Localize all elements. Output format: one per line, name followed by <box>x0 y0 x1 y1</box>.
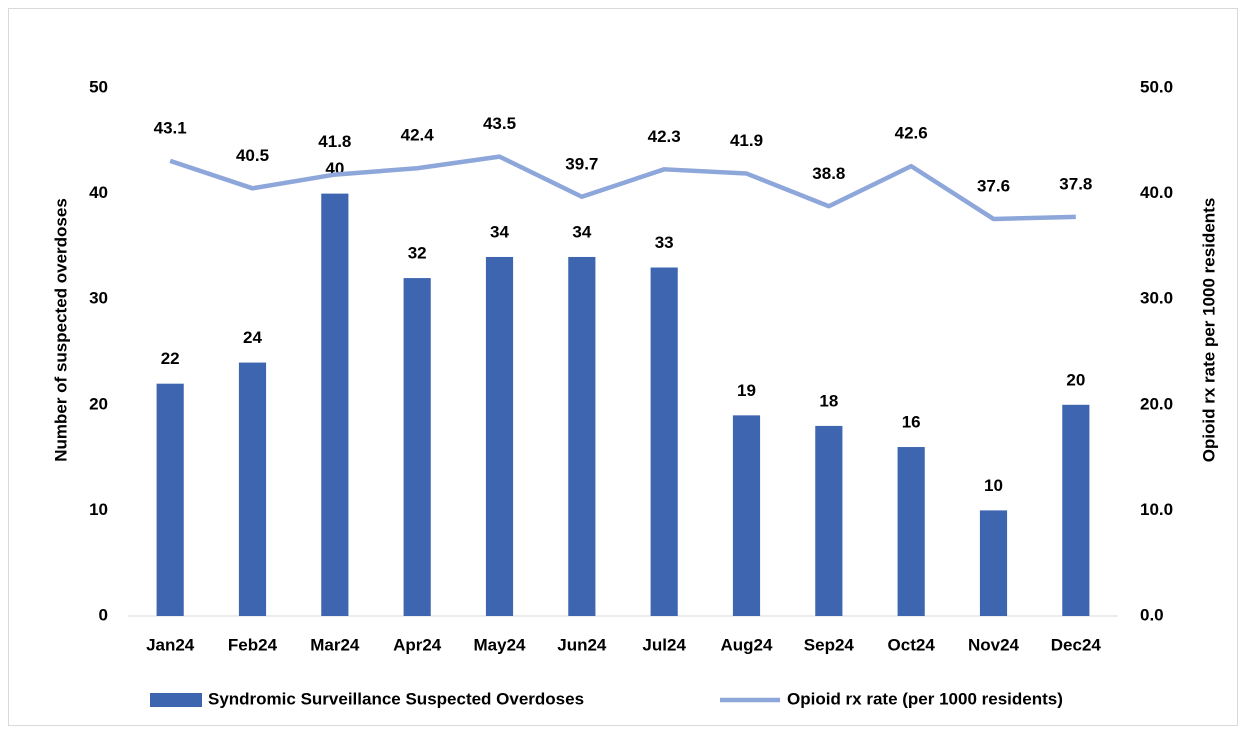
y-tick-label: 0 <box>99 605 108 624</box>
x-tick-label: Dec24 <box>1051 635 1102 654</box>
bar <box>403 278 431 616</box>
line-value-label: 42.4 <box>401 126 435 145</box>
x-tick-label: Apr24 <box>393 635 442 654</box>
x-tick-label: Sep24 <box>804 635 855 654</box>
line-value-label: 42.3 <box>648 127 681 146</box>
bar <box>979 510 1008 616</box>
x-tick-label: Nov24 <box>968 635 1020 654</box>
legend-label: Syndromic Surveillance Suspected Overdos… <box>208 689 584 708</box>
line-value-label: 37.6 <box>977 176 1010 195</box>
bar <box>897 447 925 616</box>
y2-axis-title: Opioid rx rate per 1000 residents <box>1199 198 1218 463</box>
bar-value-label: 32 <box>408 244 427 263</box>
line-value-label: 41.9 <box>730 131 763 150</box>
y-tick-label: 50 <box>89 77 108 96</box>
bar-value-label: 18 <box>819 391 838 410</box>
y-tick-label: 30 <box>89 289 108 308</box>
y2-tick-label: 50.0 <box>1140 77 1173 96</box>
legend-swatch <box>150 693 202 707</box>
bar-value-label: 24 <box>243 328 262 347</box>
line-value-label: 39.7 <box>565 154 598 173</box>
bar <box>732 415 761 616</box>
bar-value-label: 34 <box>572 222 591 241</box>
bar-value-label: 20 <box>1066 370 1085 389</box>
y-tick-label: 20 <box>89 394 108 413</box>
y-tick-label: 10 <box>89 500 108 519</box>
bar-value-label: 19 <box>737 381 756 400</box>
bar <box>815 425 843 616</box>
bar <box>650 267 678 616</box>
bar <box>238 362 267 616</box>
y2-tick-label: 0.0 <box>1140 605 1164 624</box>
bar-value-label: 16 <box>902 413 921 432</box>
legend-label: Opioid rx rate (per 1000 residents) <box>787 689 1063 708</box>
line-value-label: 41.8 <box>318 132 351 151</box>
bar <box>485 256 514 616</box>
x-tick-label: Jul24 <box>642 635 686 654</box>
x-tick-label: Oct24 <box>888 635 936 654</box>
x-tick-label: Feb24 <box>228 635 278 654</box>
line-value-label: 43.1 <box>154 118 187 137</box>
y2-tick-label: 40.0 <box>1140 183 1173 202</box>
bar-value-label: 10 <box>984 476 1003 495</box>
y-axis-title: Number of suspected overdoses <box>51 198 70 462</box>
bar-value-label: 22 <box>161 349 180 368</box>
y2-tick-label: 20.0 <box>1140 394 1173 413</box>
line-value-label: 37.8 <box>1059 174 1092 193</box>
bar <box>156 383 184 616</box>
x-tick-label: Jan24 <box>146 635 195 654</box>
bar-value-label: 33 <box>655 233 674 252</box>
bar-value-label: 34 <box>490 222 509 241</box>
x-tick-label: Aug24 <box>721 635 774 654</box>
bar <box>568 256 596 616</box>
x-tick-label: Jun24 <box>557 635 607 654</box>
line <box>169 154 1076 222</box>
y2-tick-label: 10.0 <box>1140 500 1173 519</box>
x-tick-label: May24 <box>474 635 527 654</box>
bar <box>1062 404 1090 616</box>
y2-tick-label: 30.0 <box>1140 289 1173 308</box>
y-tick-label: 40 <box>89 183 108 202</box>
bar <box>321 193 349 616</box>
line-value-label: 38.8 <box>812 164 845 183</box>
line-value-label: 42.6 <box>895 124 928 143</box>
chart-border <box>8 8 1238 726</box>
x-tick-label: Mar24 <box>310 635 360 654</box>
line-value-label: 40.5 <box>236 146 269 165</box>
line-value-label: 43.5 <box>483 114 516 133</box>
